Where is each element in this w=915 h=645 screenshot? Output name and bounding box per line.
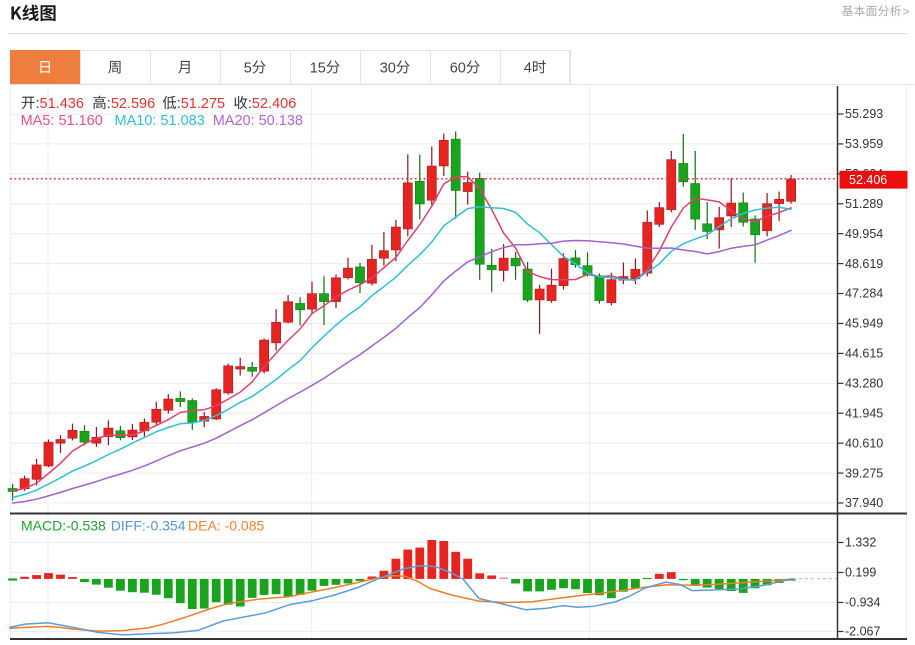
svg-text:30: 30 xyxy=(380,60,396,76)
svg-text:40.610: 40.610 xyxy=(845,436,883,450)
svg-text:DEA: -0.085: DEA: -0.085 xyxy=(188,518,264,534)
svg-text:4: 4 xyxy=(524,60,532,76)
svg-text:44.615: 44.615 xyxy=(845,347,883,361)
svg-text:0.199: 0.199 xyxy=(845,566,876,580)
svg-text:48.619: 48.619 xyxy=(845,257,883,271)
svg-text:5: 5 xyxy=(244,60,252,76)
svg-text:53.959: 53.959 xyxy=(845,137,883,151)
svg-text:52.406: 52.406 xyxy=(849,173,887,187)
svg-text:49.954: 49.954 xyxy=(845,227,883,241)
svg-text::51.275: :51.275 xyxy=(177,96,225,112)
svg-text:55.293: 55.293 xyxy=(845,107,883,121)
svg-text:1.332: 1.332 xyxy=(845,536,876,550)
svg-text:DIFF:-0.354: DIFF:-0.354 xyxy=(111,518,186,534)
svg-text:MA10: 51.083: MA10: 51.083 xyxy=(115,113,205,129)
svg-text:60: 60 xyxy=(450,60,466,76)
svg-text:43.280: 43.280 xyxy=(845,377,883,391)
svg-text:51.289: 51.289 xyxy=(845,197,883,211)
svg-text:MACD:-0.538: MACD:-0.538 xyxy=(21,518,106,534)
svg-text:-0.934: -0.934 xyxy=(845,596,880,610)
svg-text::51.436: :51.436 xyxy=(36,96,84,112)
svg-text::52.596: :52.596 xyxy=(107,96,155,112)
svg-text:41.945: 41.945 xyxy=(845,406,883,420)
svg-text:37.940: 37.940 xyxy=(845,496,883,510)
svg-text:MA20: 50.138: MA20: 50.138 xyxy=(213,113,303,129)
svg-text:>: > xyxy=(903,4,910,18)
svg-text:-2.067: -2.067 xyxy=(845,625,880,639)
svg-text:39.275: 39.275 xyxy=(845,466,883,480)
svg-text::52.406: :52.406 xyxy=(248,96,296,112)
svg-text:MA5: 51.160: MA5: 51.160 xyxy=(21,113,103,129)
svg-text:45.949: 45.949 xyxy=(845,317,883,331)
svg-text:47.284: 47.284 xyxy=(845,287,883,301)
svg-text:15: 15 xyxy=(310,60,326,76)
